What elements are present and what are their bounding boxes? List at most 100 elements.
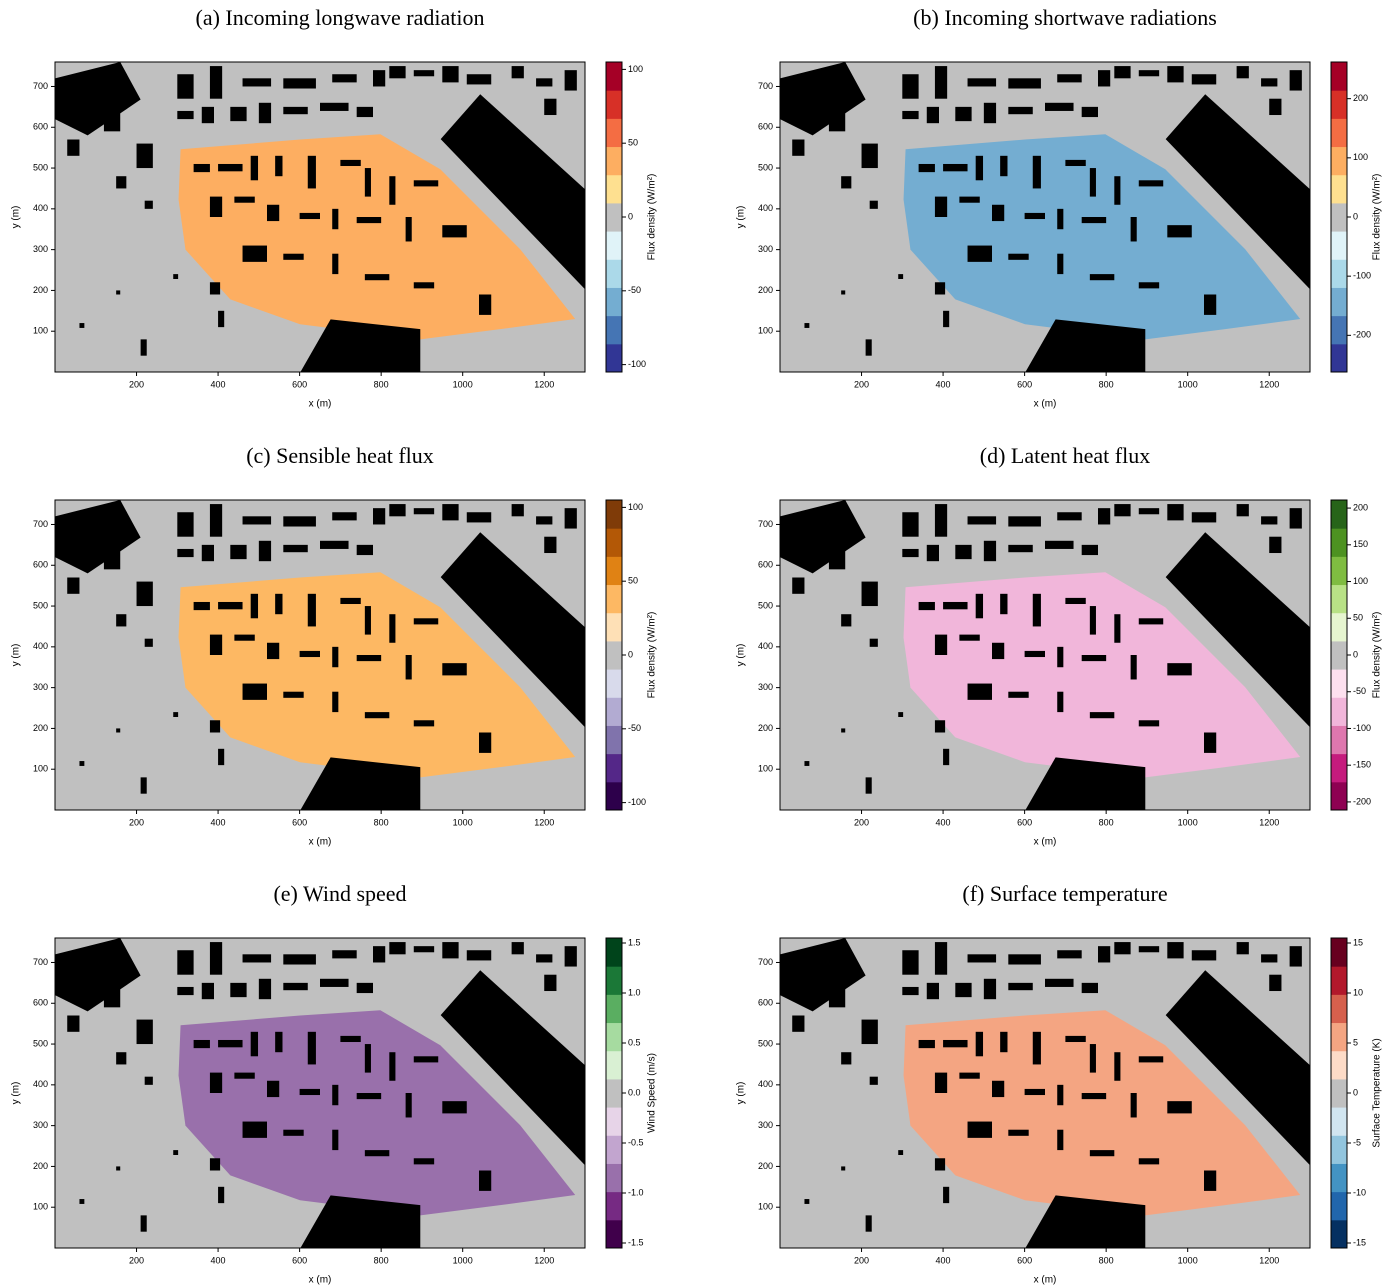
colorbar-swatch [606,500,622,529]
colorbar-swatch [606,315,622,345]
y-tick-label: 200 [758,1161,773,1171]
colorbar-tick-label: -15 [1353,1237,1366,1247]
colorbar-tick-label: -100 [1353,723,1371,733]
plot-frame [54,61,586,373]
plot-frame [779,937,1311,1249]
y-tick-label: 600 [758,122,773,132]
x-tick-label: 200 [854,379,869,389]
y-tick-label: 100 [33,764,48,774]
colorbar-swatch [606,259,622,288]
y-tick-label: 200 [758,723,773,733]
map [780,938,1310,1248]
x-tick-label: 400 [936,379,951,389]
colorbar-tick-label: -50 [1353,686,1366,696]
colorbar-swatch [1331,90,1347,119]
x-tick-label: 400 [211,817,226,827]
y-tick-label: 300 [33,1120,48,1130]
y-tick-label: 100 [758,326,773,336]
y-tick-label: 100 [33,326,48,336]
colorbar-tick-label: 50 [628,138,638,148]
x-axis-label: x (m) [1034,1275,1057,1286]
colorbar-swatch [1331,62,1347,91]
x-axis-label: x (m) [309,399,332,410]
colorbar-label: Flux density (W/m²) [647,174,658,261]
y-tick-label: 500 [758,1038,773,1048]
x-tick-label: 400 [936,817,951,827]
colorbar-tick-label: -150 [1353,760,1371,770]
colorbar-swatch [1331,966,1347,995]
colorbar-swatch [1331,938,1347,967]
x-tick-label: 800 [374,379,389,389]
y-tick-label: 100 [758,764,773,774]
colorbar-tick-label: 5 [1353,1037,1358,1047]
colorbar-swatch [606,1022,622,1052]
colorbar-swatch [606,146,622,176]
colorbar-tick-label: -1.5 [628,1237,644,1247]
x-tick-label: 200 [129,817,144,827]
y-tick-label: 700 [33,519,48,529]
colorbar-swatch [606,1050,622,1080]
x-tick-label: 200 [854,1255,869,1265]
colorbar-swatch [1331,640,1347,670]
colorbar-swatch [606,1219,622,1249]
x-tick-label: 800 [374,817,389,827]
x-tick-label: 800 [1099,817,1114,827]
colorbar-swatch [1331,118,1347,148]
colorbar-tick-label: 200 [1353,502,1368,512]
colorbar-swatch [1331,725,1347,755]
colorbar-swatch [606,343,622,373]
colorbar-tick-label: -50 [628,723,641,733]
colorbar-tick-label: -100 [1353,271,1371,281]
y-tick-label: 700 [758,81,773,91]
colorbar-swatch [1331,1191,1347,1221]
colorbar-tick-label: 100 [1353,152,1368,162]
map [55,938,585,1248]
x-tick-label: 1000 [1178,1255,1198,1265]
colorbar-tick-label: 0 [628,649,633,659]
colorbar-swatch [1331,259,1347,288]
y-tick-label: 600 [758,998,773,1008]
colorbar-swatch [1331,231,1347,260]
x-tick-label: 200 [854,817,869,827]
x-tick-label: 1200 [1259,379,1279,389]
y-tick-label: 300 [758,682,773,692]
colorbar-swatch [606,556,622,586]
x-tick-label: 800 [1099,379,1114,389]
y-tick-label: 500 [33,162,48,172]
x-tick-label: 1200 [1259,817,1279,827]
x-tick-label: 600 [292,817,307,827]
y-tick-label: 200 [33,1161,48,1171]
x-tick-label: 200 [129,1255,144,1265]
x-tick-label: 1200 [534,379,554,389]
colorbar-swatch [606,1163,622,1193]
plot-frame [54,937,586,1249]
colorbar-swatch [606,62,622,91]
colorbar-swatch [1331,500,1347,529]
colorbar-swatch [1331,528,1347,557]
panel-title: (a) Incoming longwave radiation [196,5,485,30]
colorbar-swatch [606,725,622,755]
y-tick-label: 200 [33,723,48,733]
colorbar-tick-label: -0.5 [628,1137,644,1147]
x-tick-label: 800 [374,1255,389,1265]
colorbar-swatch [1331,612,1347,642]
colorbar-tick-label: 0.0 [628,1087,641,1097]
x-tick-label: 1200 [534,817,554,827]
colorbar-tick-label: 0 [628,211,633,221]
colorbar-swatch [606,994,622,1024]
x-tick-label: 400 [936,1255,951,1265]
colorbar-swatch [606,174,622,204]
colorbar-swatch [1331,315,1347,345]
x-tick-label: 400 [211,379,226,389]
y-axis-label: y (m) [11,1082,22,1105]
colorbar-tick-label: 0 [1353,211,1358,221]
colorbar-swatch [1331,1022,1347,1052]
y-axis-label: y (m) [11,644,22,667]
x-tick-label: 1200 [1259,1255,1279,1265]
y-tick-label: 500 [758,162,773,172]
colorbar-swatch [1331,146,1347,176]
colorbar-label: Flux density (W/m²) [1372,612,1383,699]
